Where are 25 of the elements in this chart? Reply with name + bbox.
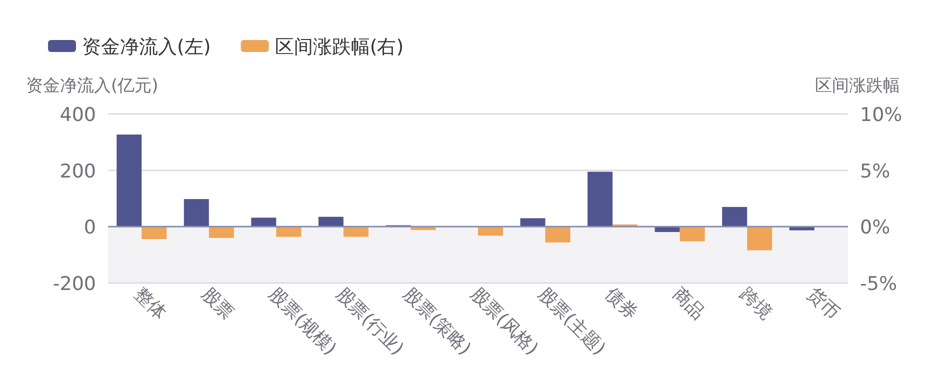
y2-axis-title: 区间涨跌幅 xyxy=(815,76,900,96)
y2-tick-label: -5% xyxy=(860,273,897,295)
legend-label: 区间涨跌幅(右) xyxy=(274,36,404,58)
y-tick-label: -200 xyxy=(52,273,96,295)
bar xyxy=(318,216,344,227)
bar xyxy=(184,199,209,227)
x-tick-label: 货币 xyxy=(802,284,844,324)
legend-label: 资金净流入(左) xyxy=(82,36,211,58)
y-tick-label: 200 xyxy=(60,160,96,182)
y-axis-title: 资金净流入(亿元) xyxy=(26,76,158,96)
bar xyxy=(722,206,748,227)
bar xyxy=(588,172,613,227)
y2-tick-label: 5% xyxy=(860,160,890,182)
y-tick-label: 0 xyxy=(84,216,96,239)
y-tick-label: 400 xyxy=(60,104,96,126)
x-tick-label: 跨境 xyxy=(736,284,776,324)
bar xyxy=(520,218,546,227)
y2-tick-label: 10% xyxy=(860,104,902,126)
bar xyxy=(116,134,142,227)
x-tick-label: 整体 xyxy=(130,284,170,324)
x-tick-label: 商品 xyxy=(668,284,709,324)
bar xyxy=(251,218,276,227)
x-tick-label: 股票 xyxy=(197,284,238,324)
x-tick-label: 债券 xyxy=(601,284,642,324)
y2-tick-label: 0% xyxy=(860,216,890,239)
